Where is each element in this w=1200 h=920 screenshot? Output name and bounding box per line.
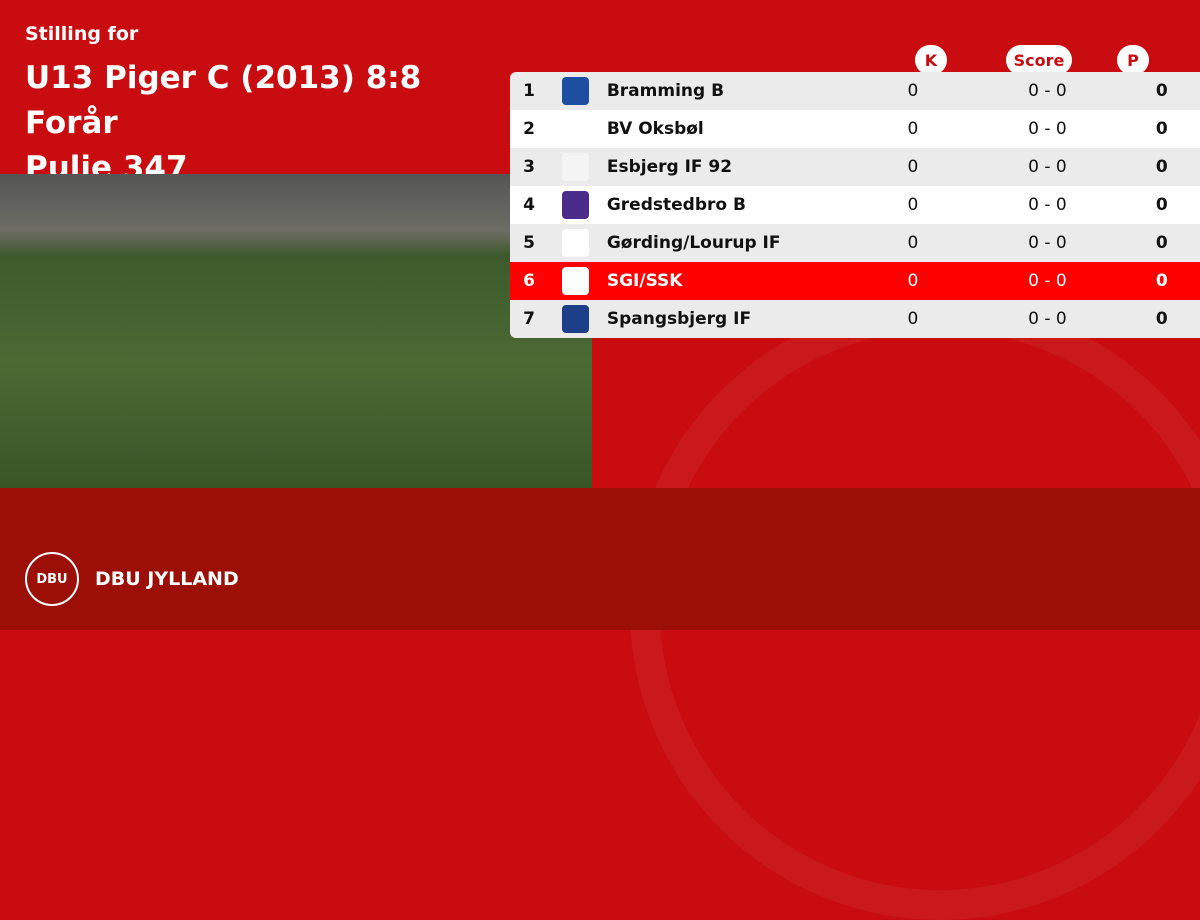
team-logo-icon xyxy=(562,115,589,143)
table-row: 3 Esbjerg IF 92 0 0 - 0 0 xyxy=(510,148,1200,186)
position: 2 xyxy=(523,119,535,139)
matches-played: 0 xyxy=(907,271,919,291)
team-logo-icon xyxy=(562,77,589,105)
position: 7 xyxy=(523,309,535,329)
team-name: Esbjerg IF 92 xyxy=(606,157,733,177)
score: 0 - 0 xyxy=(1028,195,1067,215)
points: 0 xyxy=(1155,309,1168,329)
position: 6 xyxy=(523,271,535,291)
points: 0 xyxy=(1155,157,1168,177)
dbu-logo: DBU xyxy=(25,552,79,606)
brand-name: DBU JYLLAND xyxy=(95,568,239,590)
table-row: 4 Gredstedbro B 0 0 - 0 0 xyxy=(510,186,1200,224)
matches-played: 0 xyxy=(907,119,919,139)
team-name: Gørding/Lourup IF xyxy=(606,233,781,253)
position: 5 xyxy=(523,233,535,253)
position: 3 xyxy=(523,157,535,177)
team-name: Spangsbjerg IF xyxy=(606,309,752,329)
score: 0 - 0 xyxy=(1028,233,1067,253)
points: 0 xyxy=(1155,81,1168,101)
score: 0 - 0 xyxy=(1028,81,1067,101)
points: 0 xyxy=(1155,119,1168,139)
table-row: 6 SGI/SSK 0 0 - 0 0 xyxy=(510,262,1200,300)
table-row: 2 BV Oksbøl 0 0 - 0 0 xyxy=(510,110,1200,148)
score: 0 - 0 xyxy=(1028,157,1067,177)
team-name: Bramming B xyxy=(606,81,725,101)
team-logo-icon xyxy=(562,305,589,333)
score: 0 - 0 xyxy=(1028,271,1067,291)
team-logo-icon xyxy=(562,267,589,295)
table-row: 1 Bramming B 0 0 - 0 0 xyxy=(510,72,1200,110)
team-name: BV Oksbøl xyxy=(606,119,704,139)
column-header-score: Score xyxy=(1006,45,1072,75)
matches-played: 0 xyxy=(907,81,919,101)
column-header-p: P xyxy=(1117,45,1149,75)
score: 0 - 0 xyxy=(1028,119,1067,139)
matches-played: 0 xyxy=(907,195,919,215)
team-name: SGI/SSK xyxy=(606,271,683,291)
team-logo-icon xyxy=(562,191,589,219)
title-line-1: U13 Piger C (2013) 8:8 Forår xyxy=(25,60,422,141)
matches-played: 0 xyxy=(907,309,919,329)
page-title: U13 Piger C (2013) 8:8 Forår Pulje 347 xyxy=(25,56,505,191)
position: 4 xyxy=(523,195,535,215)
subtitle: Stilling for xyxy=(25,23,139,45)
table-row: 7 Spangsbjerg IF 0 0 - 0 0 xyxy=(510,300,1200,338)
column-header-k: K xyxy=(915,45,947,75)
points: 0 xyxy=(1155,195,1168,215)
matches-played: 0 xyxy=(907,233,919,253)
team-name: Gredstedbro B xyxy=(606,195,746,215)
table-row: 5 Gørding/Lourup IF 0 0 - 0 0 xyxy=(510,224,1200,262)
points: 0 xyxy=(1155,233,1168,253)
score: 0 - 0 xyxy=(1028,309,1067,329)
matches-played: 0 xyxy=(907,157,919,177)
team-logo-icon xyxy=(562,229,589,257)
points: 0 xyxy=(1155,271,1168,291)
footer-band xyxy=(0,488,1200,630)
match-photo xyxy=(0,174,592,488)
team-logo-icon xyxy=(562,153,589,181)
position: 1 xyxy=(523,81,535,101)
